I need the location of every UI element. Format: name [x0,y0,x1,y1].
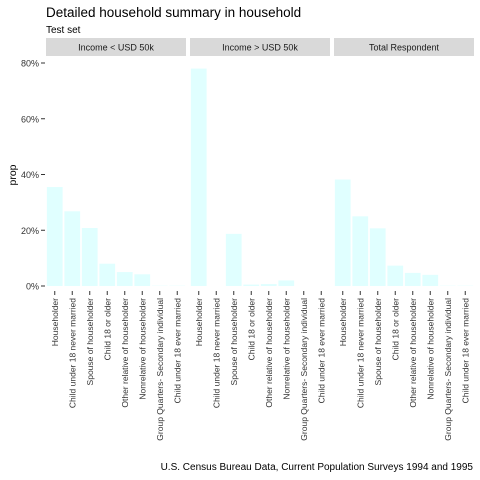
chart-caption: U.S. Census Bureau Data, Current Populat… [160,462,473,473]
x-tick-label: Other relative of householder [264,298,274,408]
x-tick-label: Child 18 or older [390,298,400,361]
bar [387,265,404,286]
bar [369,228,386,286]
y-tick-label: 40% [21,170,39,180]
x-tick-label: Nonrelative of householder [281,298,291,400]
bar [334,179,351,286]
y-tick-label: 20% [21,226,39,236]
x-tick-label: Spouse of householder [85,298,95,386]
chart-title: Detailed household summary in household [46,5,302,20]
x-tick-label: Nonrelative of householder [425,298,435,400]
bar [46,187,63,286]
x-tick-label: Householder [50,298,60,346]
facet-strip-label: Income > USD 50k [222,43,298,53]
bar [278,280,295,286]
x-tick-label: Other relative of householder [408,298,418,408]
x-tick-label: Group Quarters- Secondary individual [443,298,453,441]
x-tick-label: Child under 18 never married [67,298,77,408]
x-tick-label: Child 18 or older [246,298,256,361]
facet-strip-label: Income < USD 50k [78,43,154,53]
facet-strip [190,38,330,56]
x-tick-label: Child under 18 ever married [460,298,470,404]
bar [243,284,260,286]
x-tick-label: Group Quarters- Secondary individual [299,298,309,441]
x-tick-label: Nonrelative of householder [137,298,147,400]
x-tick-label: Child under 18 ever married [316,298,326,404]
x-tick-label: Householder [194,298,204,346]
facet-strip [334,38,474,56]
x-tick-label: Child under 18 never married [211,298,221,408]
bar [116,272,133,286]
bar [134,274,151,286]
bar [422,274,439,286]
x-tick-label: Other relative of householder [120,298,130,408]
x-tick-label: Group Quarters- Secondary individual [155,298,165,441]
facet-strip [46,38,186,56]
y-axis-label: prop [7,164,19,185]
facet-strip-label: Total Respondent [369,43,440,53]
bar [225,233,242,286]
y-tick-label: 80% [21,59,39,69]
y-tick-label: 60% [21,114,39,124]
x-tick-label: Householder [338,298,348,346]
bar [190,68,207,286]
y-tick-label: 0% [26,282,39,292]
x-tick-label: Child under 18 never married [355,298,365,408]
x-tick-label: Spouse of householder [373,298,383,386]
bar [99,263,116,286]
x-tick-label: Spouse of householder [229,298,239,386]
bar [64,211,81,286]
bar [352,216,369,286]
bar [81,228,98,286]
bar [260,284,277,286]
x-tick-label: Child 18 or older [102,298,112,361]
x-tick-label: Child under 18 ever married [172,298,182,404]
bar [404,272,421,286]
chart-subtitle: Test set [46,25,81,36]
